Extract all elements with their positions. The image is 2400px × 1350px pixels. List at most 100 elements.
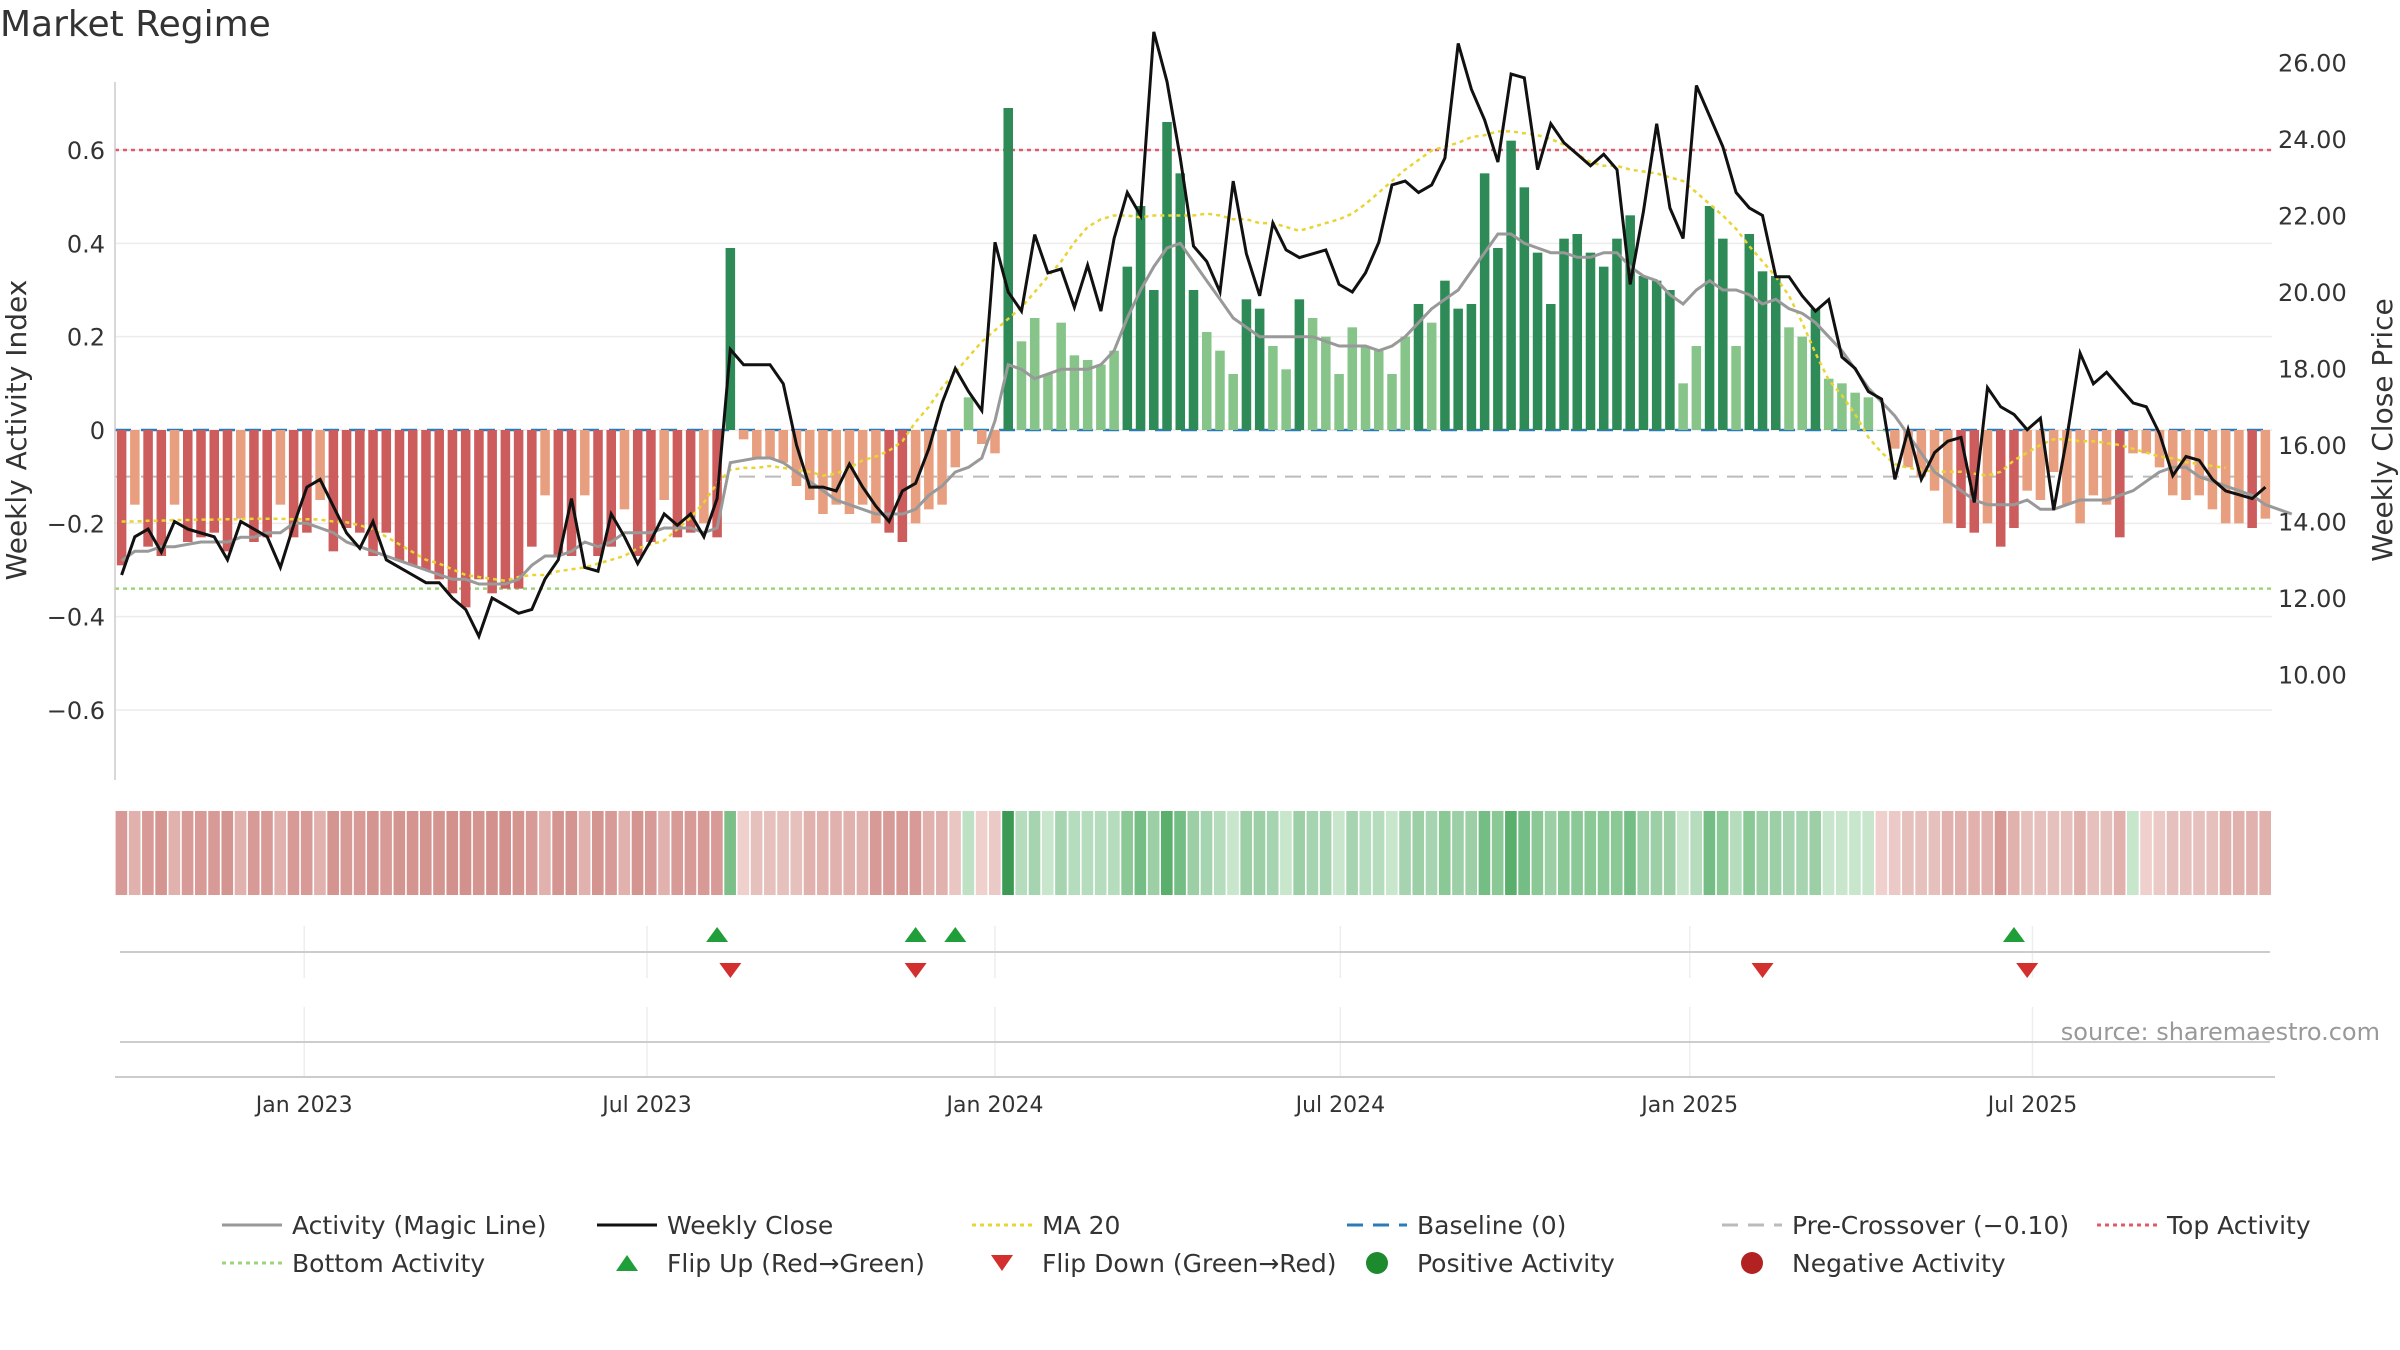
regime-cell	[949, 811, 961, 895]
activity-bar	[1413, 303, 1424, 430]
regime-cell	[208, 811, 220, 895]
chart-title: Market Regime	[0, 4, 271, 45]
regime-cell	[1319, 811, 1332, 895]
legend-label: Weekly Close	[667, 1211, 833, 1240]
activity-bar	[1082, 359, 1093, 430]
activity-bar	[328, 430, 339, 552]
regime-cell	[314, 811, 326, 895]
activity-bar	[990, 430, 1000, 454]
activity-bar	[1029, 317, 1040, 430]
regime-cell	[2153, 811, 2166, 895]
activity-bar	[1056, 322, 1066, 430]
regime-cell	[883, 811, 895, 895]
activity-bar	[924, 430, 934, 510]
regime-cell	[644, 811, 657, 895]
regime-cell	[1650, 811, 1663, 895]
regime-cell	[1081, 811, 1094, 895]
regime-cell	[1372, 811, 1385, 895]
activity-bar	[791, 430, 802, 487]
y-axis-label-left: Weekly Activity Index	[0, 280, 33, 581]
activity-bar	[685, 430, 696, 533]
regime-cell	[1280, 811, 1292, 895]
y-axis-label-right: Weekly Close Price	[2366, 298, 2399, 561]
series-lines	[120, 31, 2293, 641]
regime-cell	[155, 811, 167, 895]
activity-bar	[1321, 336, 1331, 430]
regime-cell	[512, 811, 525, 895]
regime-cell	[2087, 811, 2099, 895]
regime-cell	[1756, 811, 1769, 895]
activity-bar	[2035, 430, 2046, 501]
regime-cell	[168, 811, 181, 895]
regime-cell	[2193, 811, 2205, 895]
regime-cell	[1412, 811, 1425, 895]
regime-cell	[2232, 811, 2245, 895]
y-tick-label-left: 0.2	[67, 324, 105, 352]
activity-bar	[355, 430, 365, 533]
activity-bar	[315, 430, 325, 501]
regime-cell	[1240, 811, 1253, 895]
regime-cell	[1505, 811, 1517, 895]
y-tick-label-right: 28.00	[2278, 0, 2347, 1]
y-tick-label-right: 18.00	[2278, 356, 2347, 384]
flip-up-marker	[904, 927, 927, 942]
regime-cell	[2259, 811, 2271, 895]
activity-bar	[593, 430, 603, 557]
legend-label: Positive Activity	[1417, 1249, 1615, 1278]
activity-bar	[341, 430, 352, 529]
activity-bar	[2022, 430, 2032, 491]
activity-bar	[235, 430, 246, 519]
regime-cell	[327, 811, 339, 895]
regime-cell	[1399, 811, 1411, 895]
regime-cell	[2246, 811, 2258, 895]
flip-down-marker	[2016, 963, 2039, 978]
activity-bar	[778, 430, 789, 463]
activity-bar	[302, 430, 312, 533]
regime-cell	[1465, 811, 1478, 895]
regime-cell	[750, 811, 763, 895]
activity-bar	[1546, 303, 1556, 430]
x-tick-label: Jul 2023	[600, 1093, 692, 1118]
activity-bar	[1453, 308, 1463, 430]
regime-cell	[790, 811, 803, 895]
activity-bar	[553, 430, 564, 557]
activity-bar	[1466, 303, 1477, 430]
regime-cell	[1438, 811, 1451, 895]
regime-cell	[578, 811, 591, 895]
y-tick-label-right: 10.00	[2278, 662, 2347, 690]
grid	[115, 149, 2272, 1077]
regime-cell	[1994, 811, 2007, 895]
activity-bar	[394, 430, 405, 561]
regime-cell	[1544, 811, 1557, 895]
flip-down-marker	[719, 963, 742, 978]
regime-cell	[2074, 811, 2086, 895]
y-tick-label-right: 12.00	[2278, 585, 2347, 613]
regime-cell	[539, 811, 551, 895]
activity-bar	[1360, 345, 1371, 430]
regime-cell	[737, 811, 750, 895]
activity-bar	[672, 430, 683, 538]
activity-bar	[143, 430, 153, 547]
regime-cell	[869, 811, 882, 895]
regime-cell	[340, 811, 353, 895]
regime-cell	[697, 811, 710, 895]
activity-bar	[1704, 205, 1715, 430]
activity-bar	[1784, 327, 1794, 430]
activity-bar	[1347, 327, 1358, 430]
regime-cell	[1015, 811, 1028, 895]
activity-bar	[2075, 430, 2085, 524]
regime-cell	[1174, 811, 1186, 895]
regime-cell	[1955, 811, 1967, 895]
activity-bar	[540, 430, 550, 496]
activity-bar	[249, 430, 259, 543]
x-axis: Jan 2023 Jul 2023 Jan 2024 Jul 2024 Jan 2025…	[115, 1076, 2275, 1118]
regime-cell	[1518, 811, 1530, 895]
regime-cell	[2140, 811, 2152, 895]
regime-cell	[1981, 811, 1994, 895]
y-tick-label-left: −0.2	[47, 510, 105, 538]
regime-cell	[433, 811, 445, 895]
regime-cell	[1306, 811, 1319, 895]
source-note: source: sharemaestro.com	[2061, 1018, 2380, 1046]
activity-bar	[1850, 392, 1860, 430]
activity-bar	[500, 430, 511, 589]
